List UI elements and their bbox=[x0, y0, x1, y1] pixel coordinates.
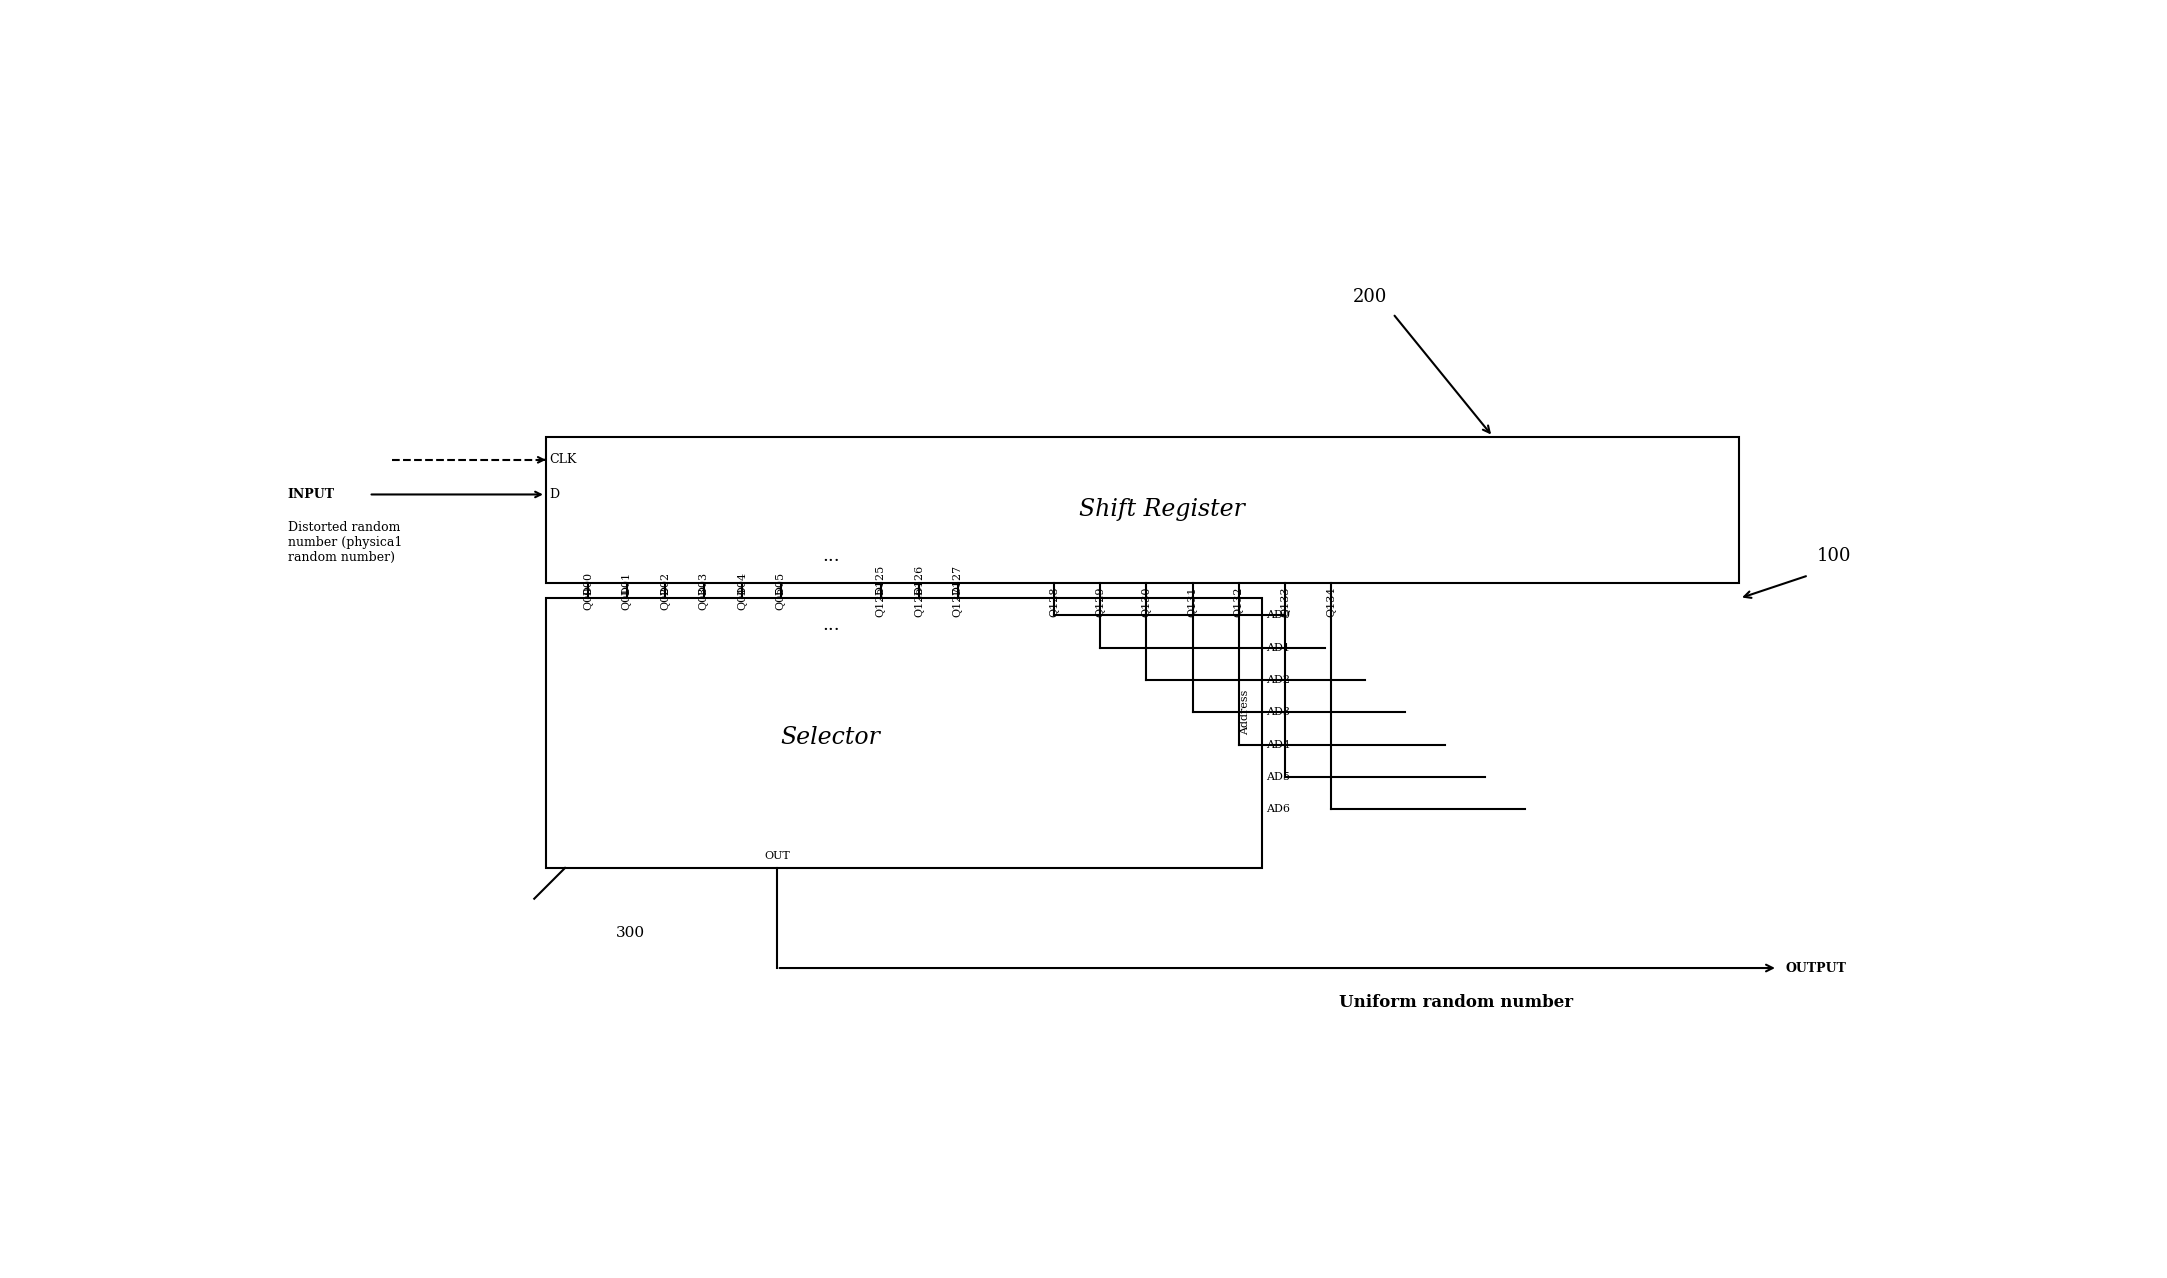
Text: Q130: Q130 bbox=[1142, 587, 1151, 617]
Text: AD4: AD4 bbox=[1266, 740, 1289, 750]
Text: AD0: AD0 bbox=[1266, 611, 1289, 620]
Text: Q127: Q127 bbox=[953, 587, 962, 617]
Text: D00: D00 bbox=[583, 571, 594, 594]
Text: D02: D02 bbox=[661, 571, 670, 594]
Text: Q131: Q131 bbox=[1188, 587, 1198, 617]
Text: AD3: AD3 bbox=[1266, 708, 1289, 717]
Text: D126: D126 bbox=[914, 565, 925, 594]
Text: D125: D125 bbox=[875, 565, 886, 594]
Text: Q05: Q05 bbox=[776, 587, 787, 610]
Text: D05: D05 bbox=[776, 571, 787, 594]
Text: D03: D03 bbox=[698, 571, 709, 594]
Text: Q04: Q04 bbox=[737, 587, 748, 610]
Text: OUT: OUT bbox=[765, 851, 789, 861]
Text: Address: Address bbox=[1240, 690, 1250, 735]
Text: Q132: Q132 bbox=[1233, 587, 1244, 617]
Text: CLK: CLK bbox=[550, 454, 576, 466]
Text: D04: D04 bbox=[737, 571, 748, 594]
Text: Q02: Q02 bbox=[661, 587, 670, 610]
Text: 100: 100 bbox=[1816, 547, 1851, 565]
Bar bbox=[546, 437, 1740, 583]
Bar bbox=[546, 598, 1261, 868]
Text: Q01: Q01 bbox=[622, 587, 631, 610]
Text: ...: ... bbox=[821, 616, 839, 634]
Text: D: D bbox=[550, 488, 559, 501]
Text: ...: ... bbox=[821, 547, 839, 565]
Text: Q00: Q00 bbox=[583, 587, 594, 610]
Text: INPUT: INPUT bbox=[288, 488, 336, 501]
Text: Q125: Q125 bbox=[875, 587, 886, 617]
Text: Shift Register: Shift Register bbox=[1079, 498, 1244, 521]
Text: AD6: AD6 bbox=[1266, 804, 1289, 814]
Text: 300: 300 bbox=[615, 927, 646, 941]
Text: AD2: AD2 bbox=[1266, 675, 1289, 685]
Text: D01: D01 bbox=[622, 571, 631, 594]
Text: Q133: Q133 bbox=[1281, 587, 1289, 617]
Text: Q129: Q129 bbox=[1094, 587, 1105, 617]
Text: AD5: AD5 bbox=[1266, 772, 1289, 782]
Text: Q128: Q128 bbox=[1049, 587, 1060, 617]
Text: Distorted random
number (physica1
random number): Distorted random number (physica1 random… bbox=[288, 521, 403, 565]
Text: Q134: Q134 bbox=[1326, 587, 1337, 617]
Text: AD1: AD1 bbox=[1266, 643, 1289, 653]
Text: Q03: Q03 bbox=[698, 587, 709, 610]
Text: Q126: Q126 bbox=[914, 587, 925, 617]
Text: Selector: Selector bbox=[780, 726, 880, 749]
Text: Uniform random number: Uniform random number bbox=[1339, 994, 1573, 1011]
Text: 200: 200 bbox=[1352, 288, 1387, 305]
Text: D127: D127 bbox=[953, 565, 962, 594]
Text: OUTPUT: OUTPUT bbox=[1786, 961, 1846, 975]
